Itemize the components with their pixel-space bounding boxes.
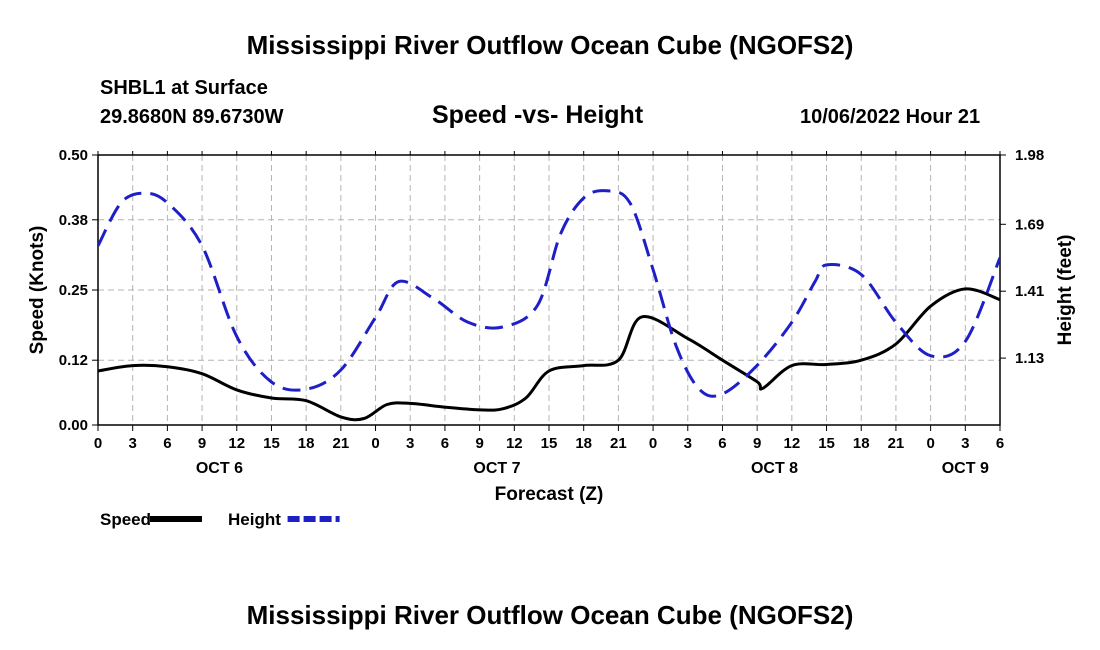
x-tick-label: 18 <box>853 435 870 452</box>
x-tick-label: 6 <box>996 435 1004 452</box>
x-tick-label: 3 <box>406 435 414 452</box>
chart-title: Mississippi River Outflow Ocean Cube (NG… <box>246 30 854 60</box>
legend-label-height: Height <box>228 510 281 529</box>
legend-label-speed: Speed <box>100 510 151 529</box>
x-tick-label: 12 <box>506 435 523 452</box>
day-label: OCT 8 <box>751 460 798 477</box>
series-line-height <box>98 189 1000 398</box>
x-tick-label: 21 <box>888 435 905 452</box>
x-tick-label: 15 <box>818 435 835 452</box>
y-tick-label: 0.12 <box>59 352 88 369</box>
x-tick-label: 9 <box>753 435 761 452</box>
x-tick-label: 6 <box>163 435 171 452</box>
footer-chart-title: Mississippi River Outflow Ocean Cube (NG… <box>246 600 854 630</box>
x-tick-label: 3 <box>129 435 137 452</box>
x-tick-label: 0 <box>926 435 934 452</box>
y2-tick-label: 1.13 <box>1015 350 1044 367</box>
x-tick-label: 9 <box>198 435 206 452</box>
x-tick-label: 15 <box>263 435 280 452</box>
y-tick-label: 0.50 <box>59 147 88 164</box>
y-tick-label: 0.25 <box>59 282 88 299</box>
x-tick-label: 3 <box>961 435 969 452</box>
x-tick-label: 18 <box>298 435 315 452</box>
y2-axis-label: Height (feet) <box>1055 235 1076 346</box>
day-label: OCT 6 <box>196 460 243 477</box>
series-line-speed <box>98 287 1000 422</box>
x-tick-label: 15 <box>541 435 558 452</box>
station-label: SHBL1 at Surface <box>100 77 268 99</box>
x-tick-label: 18 <box>575 435 592 452</box>
x-tick-label: 6 <box>718 435 726 452</box>
day-label: OCT 7 <box>473 460 520 477</box>
x-tick-label: 6 <box>441 435 449 452</box>
y2-tick-label: 1.69 <box>1015 216 1044 233</box>
x-tick-label: 21 <box>333 435 350 452</box>
coordinates-label: 29.8680N 89.6730W <box>100 106 284 128</box>
x-tick-label: 12 <box>784 435 801 452</box>
x-tick-label: 3 <box>684 435 692 452</box>
x-tick-label: 12 <box>228 435 245 452</box>
x-tick-label: 9 <box>475 435 483 452</box>
x-tick-label: 0 <box>371 435 379 452</box>
y-tick-label: 0.00 <box>59 417 88 434</box>
x-tick-label: 21 <box>610 435 627 452</box>
x-tick-label: 0 <box>94 435 102 452</box>
x-tick-label: 0 <box>649 435 657 452</box>
chart-subtitle: Speed -vs- Height <box>432 101 644 129</box>
y2-tick-label: 1.98 <box>1015 147 1044 164</box>
datetime-label: 10/06/2022 Hour 21 <box>800 106 981 128</box>
y-tick-label: 0.38 <box>59 212 88 229</box>
x-axis-label: Forecast (Z) <box>495 484 604 505</box>
day-label: OCT 9 <box>942 460 989 477</box>
y2-tick-label: 1.41 <box>1015 283 1044 300</box>
y-axis-label: Speed (Knots) <box>27 226 48 355</box>
